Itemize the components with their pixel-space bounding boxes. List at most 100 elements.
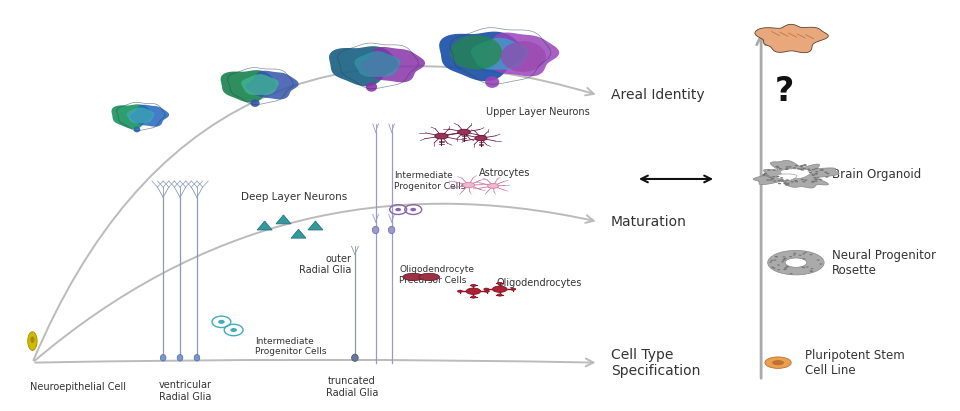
Circle shape [775,256,778,257]
Ellipse shape [351,354,358,361]
Circle shape [776,175,780,177]
Circle shape [774,259,777,261]
Circle shape [775,256,778,257]
Circle shape [780,179,783,180]
Circle shape [784,268,787,270]
Circle shape [773,169,776,171]
Text: Neuroepithelial Cell: Neuroepithelial Cell [30,382,126,392]
Circle shape [484,288,489,290]
Ellipse shape [178,355,182,361]
Circle shape [803,258,805,259]
Circle shape [793,254,796,256]
Circle shape [458,290,463,292]
Text: Astrocytes: Astrocytes [479,168,531,178]
Circle shape [824,171,828,173]
Circle shape [790,273,793,275]
Circle shape [795,181,798,182]
Circle shape [810,271,813,272]
Circle shape [811,174,815,176]
Circle shape [768,250,824,275]
Text: Cell Type
Specification: Cell Type Specification [611,348,700,378]
Circle shape [800,166,804,167]
Circle shape [492,286,507,292]
Polygon shape [276,215,291,224]
Circle shape [763,173,767,174]
Circle shape [803,253,805,254]
Circle shape [769,261,772,263]
Circle shape [813,177,817,179]
Circle shape [773,268,776,269]
Circle shape [784,267,787,268]
Circle shape [783,182,786,184]
Circle shape [785,184,789,185]
Circle shape [782,256,785,258]
Circle shape [811,181,814,183]
Circle shape [809,172,812,173]
Circle shape [771,178,774,179]
Circle shape [784,184,788,185]
Circle shape [821,169,824,171]
Circle shape [797,168,801,170]
Circle shape [475,136,487,141]
Polygon shape [329,46,398,86]
Circle shape [800,169,803,170]
Circle shape [801,169,804,171]
Circle shape [762,174,765,175]
Circle shape [801,179,804,180]
Circle shape [804,164,806,166]
Circle shape [817,259,820,261]
Circle shape [811,174,815,175]
Ellipse shape [133,127,140,132]
Text: Areal Identity: Areal Identity [611,88,705,102]
Circle shape [782,259,785,261]
Polygon shape [308,221,323,230]
Polygon shape [439,32,525,81]
Circle shape [511,288,516,290]
Circle shape [770,260,774,261]
Text: Upper Layer Neurons: Upper Layer Neurons [486,106,589,117]
Circle shape [772,176,776,178]
Circle shape [785,258,806,267]
Circle shape [766,175,769,177]
Ellipse shape [450,35,502,70]
Circle shape [811,180,815,182]
Circle shape [785,179,789,181]
Circle shape [800,169,804,170]
Circle shape [783,181,786,183]
Circle shape [769,179,773,181]
Circle shape [471,284,476,286]
Circle shape [804,252,807,253]
Circle shape [804,164,806,166]
Circle shape [771,266,774,268]
Circle shape [807,169,810,170]
Circle shape [816,177,820,179]
Circle shape [781,261,784,263]
Circle shape [772,360,784,365]
Polygon shape [360,47,425,82]
Circle shape [803,267,805,268]
Circle shape [778,180,780,181]
Ellipse shape [31,336,35,343]
Polygon shape [291,229,306,238]
Text: Brain Organoid: Brain Organoid [831,169,921,181]
Circle shape [779,168,782,169]
Circle shape [786,266,789,267]
Ellipse shape [230,328,237,332]
Circle shape [800,165,803,167]
Ellipse shape [388,226,395,234]
Circle shape [467,288,481,294]
Circle shape [769,176,772,178]
Text: Maturation: Maturation [611,215,686,229]
Circle shape [794,180,798,181]
Ellipse shape [501,41,546,72]
Circle shape [819,179,822,180]
Polygon shape [754,160,839,188]
Ellipse shape [366,82,377,92]
Polygon shape [127,107,155,123]
Circle shape [815,171,819,172]
Circle shape [795,165,799,166]
Circle shape [785,168,789,169]
Circle shape [785,169,788,170]
Circle shape [785,166,789,168]
Circle shape [786,182,789,184]
